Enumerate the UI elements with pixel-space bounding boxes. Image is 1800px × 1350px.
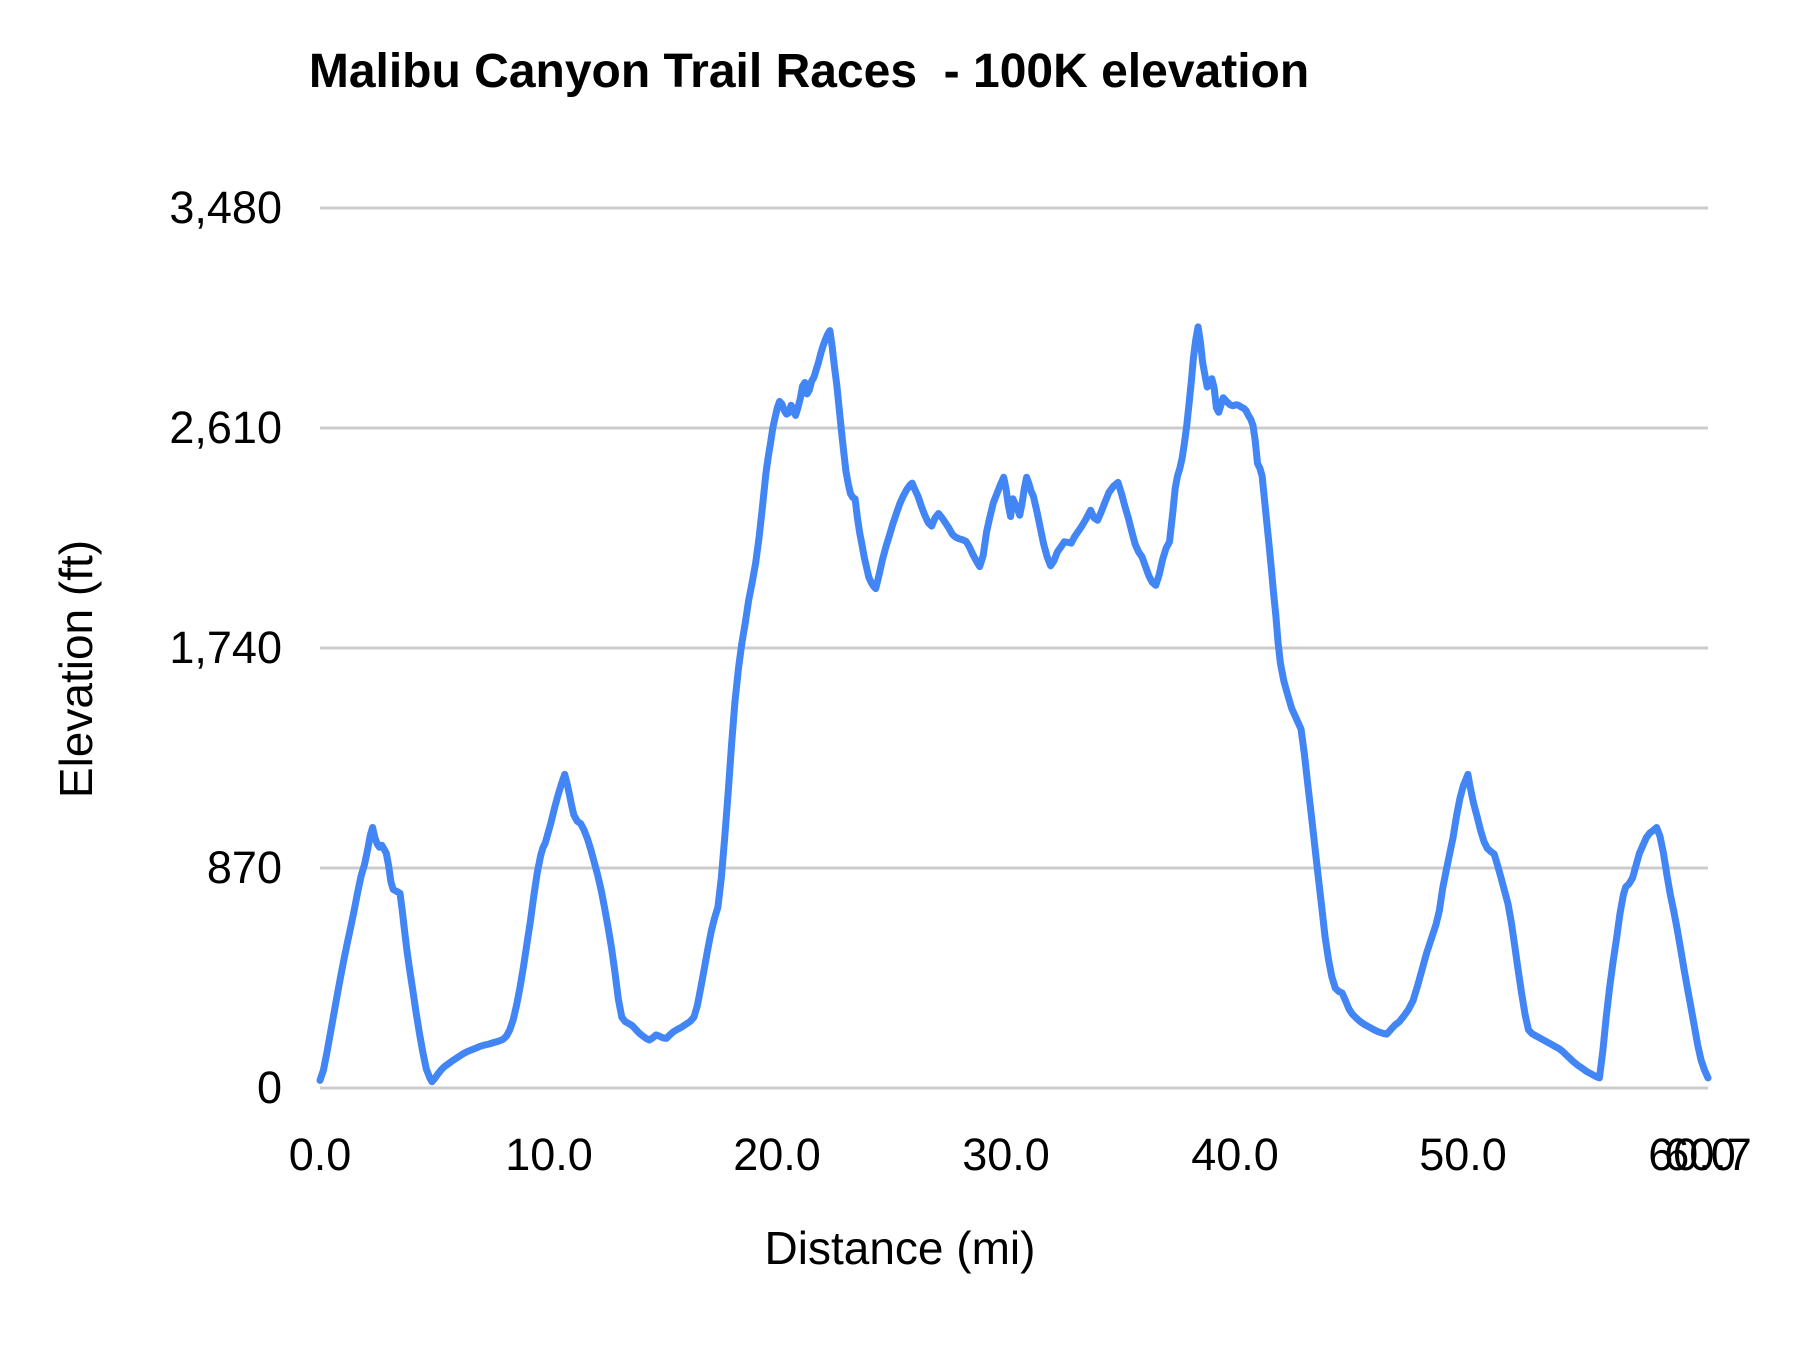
y-tick-label: 2,610 — [169, 402, 282, 453]
chart-title: Malibu Canyon Trail Races - 100K elevati… — [308, 45, 1310, 98]
x-tick-label: 60.0 — [1648, 1129, 1736, 1180]
x-tick-label: 10.0 — [505, 1129, 593, 1180]
x-tick-label: 60.7 — [1664, 1129, 1752, 1180]
elevation-series-line — [316, 323, 1712, 1086]
y-tick-label: 0 — [256, 1062, 282, 1113]
x-tick-label: 30.0 — [962, 1129, 1050, 1180]
y-tick-label: 1,740 — [169, 622, 282, 673]
y-tick-label: 3,480 — [169, 182, 282, 233]
x-tick-label: 20.0 — [733, 1129, 821, 1180]
x-tick-label: 0.0 — [288, 1129, 352, 1180]
y-tick-label: 870 — [206, 842, 282, 893]
x-axis-title: Distance (mi) — [764, 1222, 1036, 1274]
x-tick-label: 50.0 — [1419, 1129, 1507, 1180]
x-tick-label: 40.0 — [1191, 1129, 1279, 1180]
